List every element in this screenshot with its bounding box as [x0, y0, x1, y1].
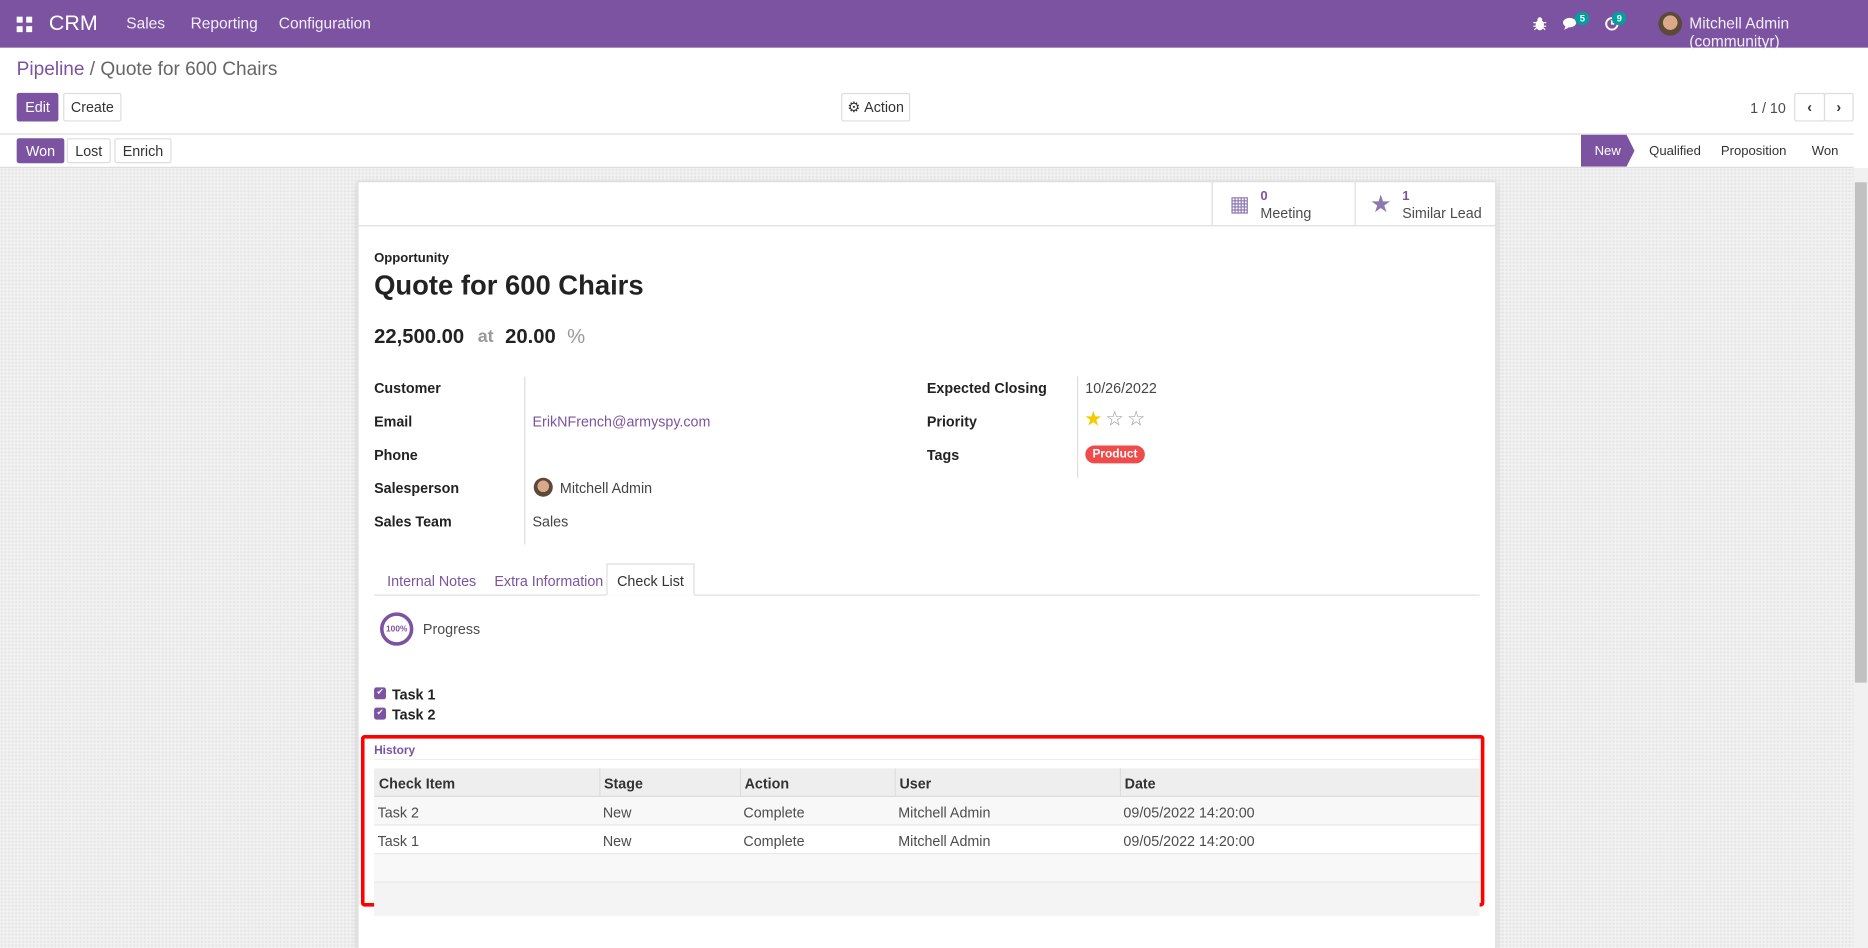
- breadcrumb: Pipeline / Quote for 600 Chairs: [16, 59, 278, 80]
- edit-button[interactable]: Edit: [16, 92, 59, 122]
- salesperson-value[interactable]: Mitchell Admin: [559, 480, 653, 497]
- meeting-smart-button[interactable]: ▦ 0 Meeting: [1211, 182, 1355, 226]
- column-user[interactable]: User: [899, 775, 932, 793]
- tags-label: Tags: [926, 446, 960, 464]
- star-icon: ★: [1370, 191, 1392, 219]
- task-2-checkbox[interactable]: ✔: [374, 707, 386, 720]
- salesperson-label: Salesperson: [374, 480, 460, 497]
- progress-circle: 100%: [380, 612, 414, 646]
- expected-closing-value[interactable]: 10/26/2022: [1085, 380, 1157, 397]
- scrollbar[interactable]: [1853, 167, 1868, 948]
- breadcrumb-current: Quote for 600 Chairs: [100, 59, 278, 80]
- cell-check-item: Task 1: [377, 832, 419, 850]
- lost-button[interactable]: Lost: [66, 138, 111, 164]
- cell-check-item: Task 2: [377, 804, 419, 821]
- history-title: History: [374, 744, 416, 758]
- priority-star-3-icon[interactable]: ☆: [1126, 407, 1146, 431]
- similar-lead-count: 1: [1402, 189, 1410, 204]
- pager-previous-button[interactable]: ‹: [1794, 92, 1826, 122]
- task-2-label: Task 2: [391, 706, 436, 724]
- sales-team-label: Sales Team: [374, 513, 452, 531]
- column-stage[interactable]: Stage: [604, 775, 643, 793]
- create-button[interactable]: Create: [63, 92, 122, 122]
- record-title[interactable]: Quote for 600 Chairs: [374, 269, 644, 301]
- user-menu[interactable]: Mitchell Admin (communityr): [1689, 14, 1790, 51]
- priority-star-2-icon[interactable]: ☆: [1105, 407, 1124, 431]
- messages-badge: 5: [1574, 11, 1590, 26]
- user-avatar[interactable]: [1658, 11, 1683, 36]
- expected-closing-label: Expected Closing: [926, 380, 1047, 397]
- calendar-icon: ▦: [1229, 191, 1250, 216]
- cell-date: 09/05/2022 14:20:00: [1123, 804, 1255, 821]
- messages-chat-icon[interactable]: [1563, 17, 1578, 31]
- tab-check-list[interactable]: Check List: [606, 563, 695, 596]
- action-label: Action: [864, 98, 904, 116]
- column-date[interactable]: Date: [1124, 775, 1156, 793]
- sales-team-value[interactable]: Sales: [532, 513, 569, 531]
- menu-reporting[interactable]: Reporting: [190, 14, 258, 33]
- similar-lead-smart-button[interactable]: ★ 1 Similar Lead: [1354, 182, 1498, 226]
- won-button[interactable]: Won: [16, 138, 65, 164]
- cell-action: Complete: [743, 804, 805, 821]
- activities-badge: 9: [1611, 11, 1627, 26]
- status-bar: [0, 133, 1854, 168]
- column-check-item[interactable]: Check Item: [378, 775, 456, 793]
- cell-date: 09/05/2022 14:20:00: [1123, 832, 1255, 850]
- cell-stage: New: [602, 832, 632, 850]
- task-1-checkbox[interactable]: ✔: [374, 687, 386, 700]
- cell-action: Complete: [743, 832, 805, 850]
- enrich-button[interactable]: Enrich: [114, 138, 172, 164]
- stage-won[interactable]: Won: [1811, 143, 1839, 158]
- meeting-label: Meeting: [1260, 204, 1312, 222]
- top-navbar: CRM Sales Reporting Configuration 5 9 Mi…: [0, 0, 1868, 51]
- menu-configuration[interactable]: Configuration: [278, 14, 371, 33]
- probability[interactable]: 20.00: [505, 325, 556, 348]
- apps-menu-icon[interactable]: [16, 16, 33, 33]
- progress-label: Progress: [422, 620, 481, 638]
- form-sheet: ▦ 0 Meeting ★ 1 Similar Lead Opportunity…: [357, 181, 1498, 948]
- column-action[interactable]: Action: [744, 775, 790, 793]
- expected-revenue[interactable]: 22,500.00: [374, 325, 465, 348]
- action-button[interactable]: ⚙ Action: [841, 92, 911, 122]
- priority-star-1-icon[interactable]: ★: [1084, 407, 1103, 431]
- phone-label: Phone: [374, 446, 418, 464]
- debug-bug-icon[interactable]: [1533, 17, 1547, 31]
- priority-label: Priority: [926, 413, 977, 431]
- history-table: Check Item Stage Action User Date Task 2…: [374, 768, 1480, 917]
- breadcrumb-pipeline[interactable]: Pipeline: [16, 59, 85, 80]
- tab-internal-notes[interactable]: Internal Notes: [387, 573, 477, 590]
- email-value[interactable]: ErikNFrench@armyspy.com: [532, 413, 711, 431]
- cell-stage: New: [602, 804, 632, 821]
- app-name[interactable]: CRM: [48, 10, 98, 35]
- cell-user: Mitchell Admin: [898, 804, 991, 821]
- stage-qualified[interactable]: Qualified: [1649, 143, 1701, 158]
- stage-new[interactable]: New: [1580, 134, 1635, 167]
- pager-value: 1 / 10: [1750, 100, 1786, 117]
- menu-sales[interactable]: Sales: [126, 14, 166, 33]
- salesperson-avatar: [533, 477, 553, 497]
- email-label: Email: [374, 413, 413, 431]
- tab-check-list-label: Check List: [617, 573, 684, 590]
- gear-icon: ⚙: [847, 98, 861, 116]
- meeting-count: 0: [1260, 189, 1268, 204]
- pager-next-button[interactable]: ›: [1823, 92, 1854, 122]
- cell-user: Mitchell Admin: [898, 832, 991, 850]
- progress-value: 100%: [386, 624, 408, 634]
- record-type: Opportunity: [374, 251, 450, 266]
- customer-label: Customer: [374, 380, 441, 397]
- task-1-label: Task 1: [391, 686, 436, 703]
- tag-badge[interactable]: Product: [1085, 445, 1145, 464]
- percent-sign: %: [567, 325, 586, 348]
- similar-lead-label: Similar Lead: [1402, 204, 1482, 222]
- tab-extra-information[interactable]: Extra Information: [494, 573, 604, 590]
- stage-proposition[interactable]: Proposition: [1720, 143, 1787, 158]
- at-label: at: [477, 326, 494, 347]
